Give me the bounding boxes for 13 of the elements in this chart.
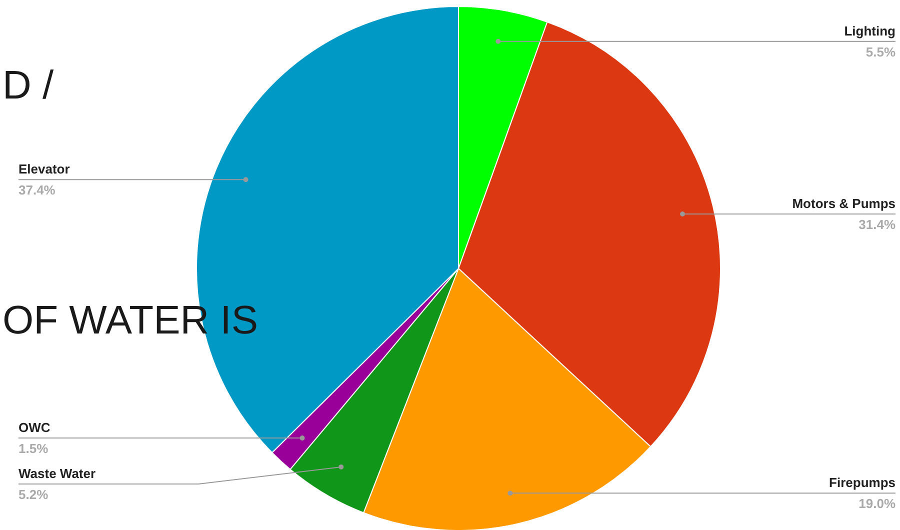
slice-label: Motors & Pumps: [792, 196, 896, 211]
slice-label: Firepumps: [829, 475, 896, 490]
slice-label: Waste Water: [18, 466, 96, 482]
data-label: 19.0%: [858, 496, 896, 512]
data-label: 5.2%: [18, 487, 49, 502]
data-label: 37.4%: [18, 182, 56, 198]
text: D /: [2, 64, 54, 108]
slice-label: Lighting: [844, 23, 896, 38]
slice-label: OWC: [18, 420, 51, 436]
data-label: 5.5%: [866, 44, 896, 60]
slice-label: Elevator: [18, 162, 70, 177]
data-label: 1.5%: [18, 441, 49, 456]
data-label: 31.4%: [858, 216, 896, 232]
